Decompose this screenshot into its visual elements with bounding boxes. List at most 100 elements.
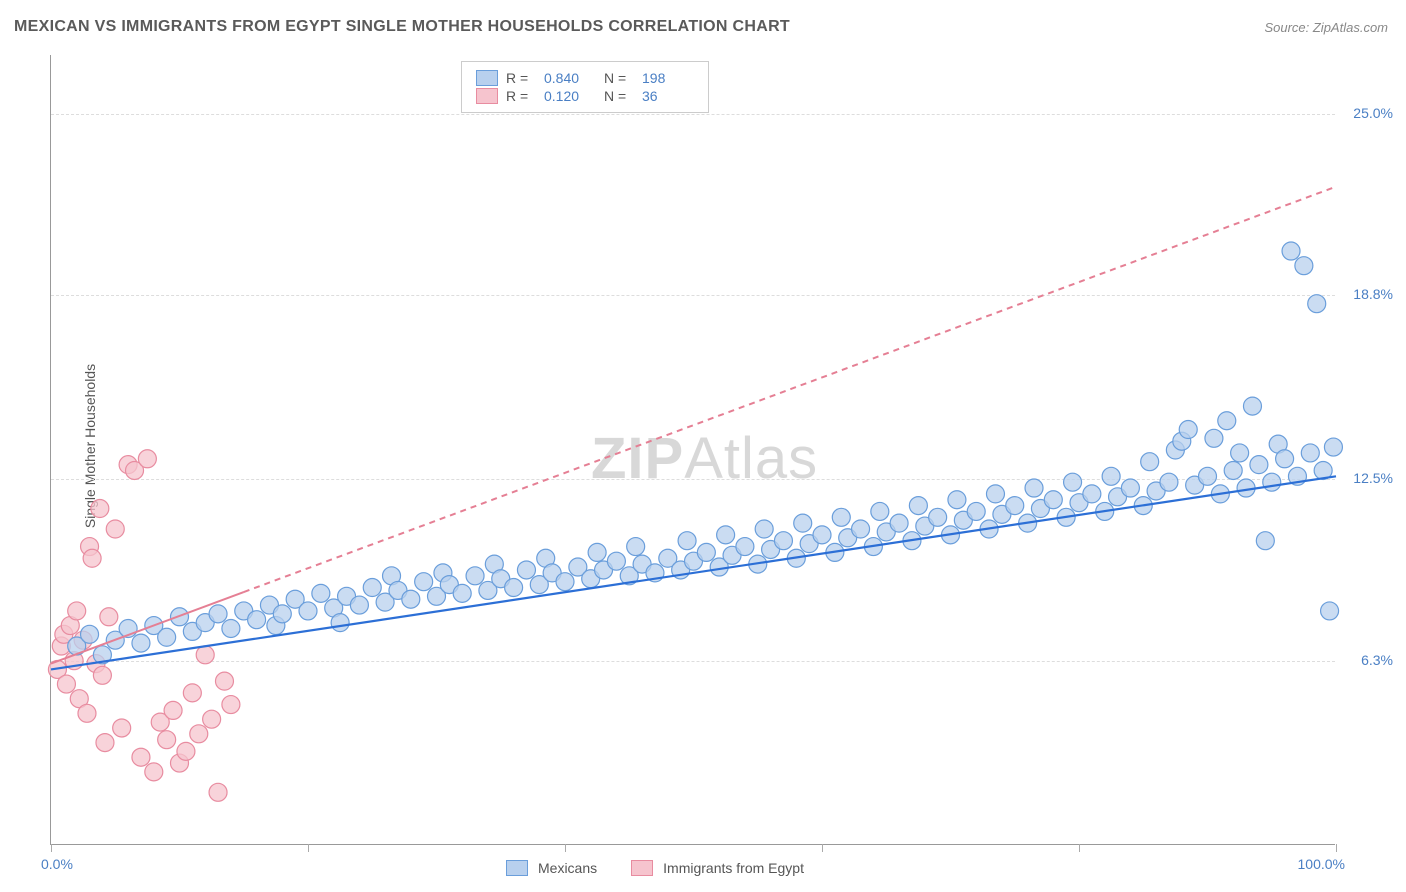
data-point <box>222 696 240 714</box>
data-point <box>1324 438 1342 456</box>
data-point <box>832 508 850 526</box>
data-point <box>1301 444 1319 462</box>
data-point <box>222 619 240 637</box>
y-tick-label: 18.8% <box>1343 286 1393 302</box>
x-tick <box>51 844 52 852</box>
data-point <box>78 704 96 722</box>
data-point <box>517 561 535 579</box>
data-point <box>627 538 645 556</box>
data-point <box>607 552 625 570</box>
data-point <box>852 520 870 538</box>
data-point <box>1006 497 1024 515</box>
data-point <box>774 532 792 550</box>
y-tick-label: 12.5% <box>1343 470 1393 486</box>
data-point <box>1218 412 1236 430</box>
data-point <box>717 526 735 544</box>
data-point <box>158 628 176 646</box>
data-point <box>145 763 163 781</box>
data-point <box>248 611 266 629</box>
data-point <box>132 748 150 766</box>
data-point <box>312 584 330 602</box>
data-point <box>890 514 908 532</box>
plot-area: ZIPAtlas 6.3%12.5%18.8%25.0% R = 0.840 N… <box>50 55 1335 845</box>
data-point <box>929 508 947 526</box>
data-point <box>1083 485 1101 503</box>
data-point <box>83 549 101 567</box>
data-point <box>190 725 208 743</box>
data-point <box>1263 473 1281 491</box>
data-point <box>100 608 118 626</box>
data-point <box>273 605 291 623</box>
data-point <box>1295 257 1313 275</box>
trend-line-extrapolated <box>244 187 1336 592</box>
data-point <box>794 514 812 532</box>
data-point <box>1102 467 1120 485</box>
data-point <box>986 485 1004 503</box>
data-point <box>1243 397 1261 415</box>
data-point <box>132 634 150 652</box>
data-point <box>196 646 214 664</box>
data-point <box>948 491 966 509</box>
data-point <box>1025 479 1043 497</box>
data-point <box>1044 491 1062 509</box>
data-point <box>299 602 317 620</box>
data-point <box>967 502 985 520</box>
data-point <box>203 710 221 728</box>
y-tick-label: 25.0% <box>1343 105 1393 121</box>
data-point <box>1141 453 1159 471</box>
data-point <box>138 450 156 468</box>
data-point <box>209 783 227 801</box>
data-point <box>158 731 176 749</box>
data-point <box>1224 461 1242 479</box>
source-label: Source: ZipAtlas.com <box>1264 20 1388 35</box>
data-point <box>164 701 182 719</box>
data-point <box>363 579 381 597</box>
data-point <box>81 625 99 643</box>
data-point <box>106 520 124 538</box>
data-point <box>1121 479 1139 497</box>
data-point <box>1276 450 1294 468</box>
data-point <box>68 602 86 620</box>
x-tick <box>308 844 309 852</box>
data-point <box>588 543 606 561</box>
data-point <box>453 584 471 602</box>
legend-label: Mexicans <box>538 860 597 876</box>
data-point <box>91 500 109 518</box>
data-point <box>697 543 715 561</box>
data-point <box>183 684 201 702</box>
data-point <box>415 573 433 591</box>
data-point <box>909 497 927 515</box>
x-tick <box>822 844 823 852</box>
data-point <box>1199 467 1217 485</box>
data-point <box>678 532 696 550</box>
data-point <box>1231 444 1249 462</box>
plot-svg <box>51 55 1335 844</box>
data-point <box>93 666 111 684</box>
data-point <box>556 573 574 591</box>
data-point <box>505 579 523 597</box>
data-point <box>755 520 773 538</box>
chart-title: MEXICAN VS IMMIGRANTS FROM EGYPT SINGLE … <box>14 18 790 36</box>
data-point <box>96 734 114 752</box>
data-point <box>57 675 75 693</box>
data-point <box>215 672 233 690</box>
data-point <box>466 567 484 585</box>
data-point <box>177 742 195 760</box>
chart-container: MEXICAN VS IMMIGRANTS FROM EGYPT SINGLE … <box>0 0 1406 892</box>
legend-swatch-icon <box>631 860 653 876</box>
data-point <box>1321 602 1339 620</box>
data-point <box>871 502 889 520</box>
data-point <box>1250 456 1268 474</box>
data-point <box>1160 473 1178 491</box>
data-point <box>1256 532 1274 550</box>
data-point <box>1205 429 1223 447</box>
y-tick-label: 6.3% <box>1343 652 1393 668</box>
x-tick <box>1336 844 1337 852</box>
data-point <box>1064 473 1082 491</box>
x-max-label: 100.0% <box>1298 856 1345 872</box>
data-point <box>1179 421 1197 439</box>
data-point <box>736 538 754 556</box>
legend-series: Mexicans Immigrants from Egypt <box>506 860 804 876</box>
legend-swatch-icon <box>506 860 528 876</box>
legend-label: Immigrants from Egypt <box>663 860 804 876</box>
